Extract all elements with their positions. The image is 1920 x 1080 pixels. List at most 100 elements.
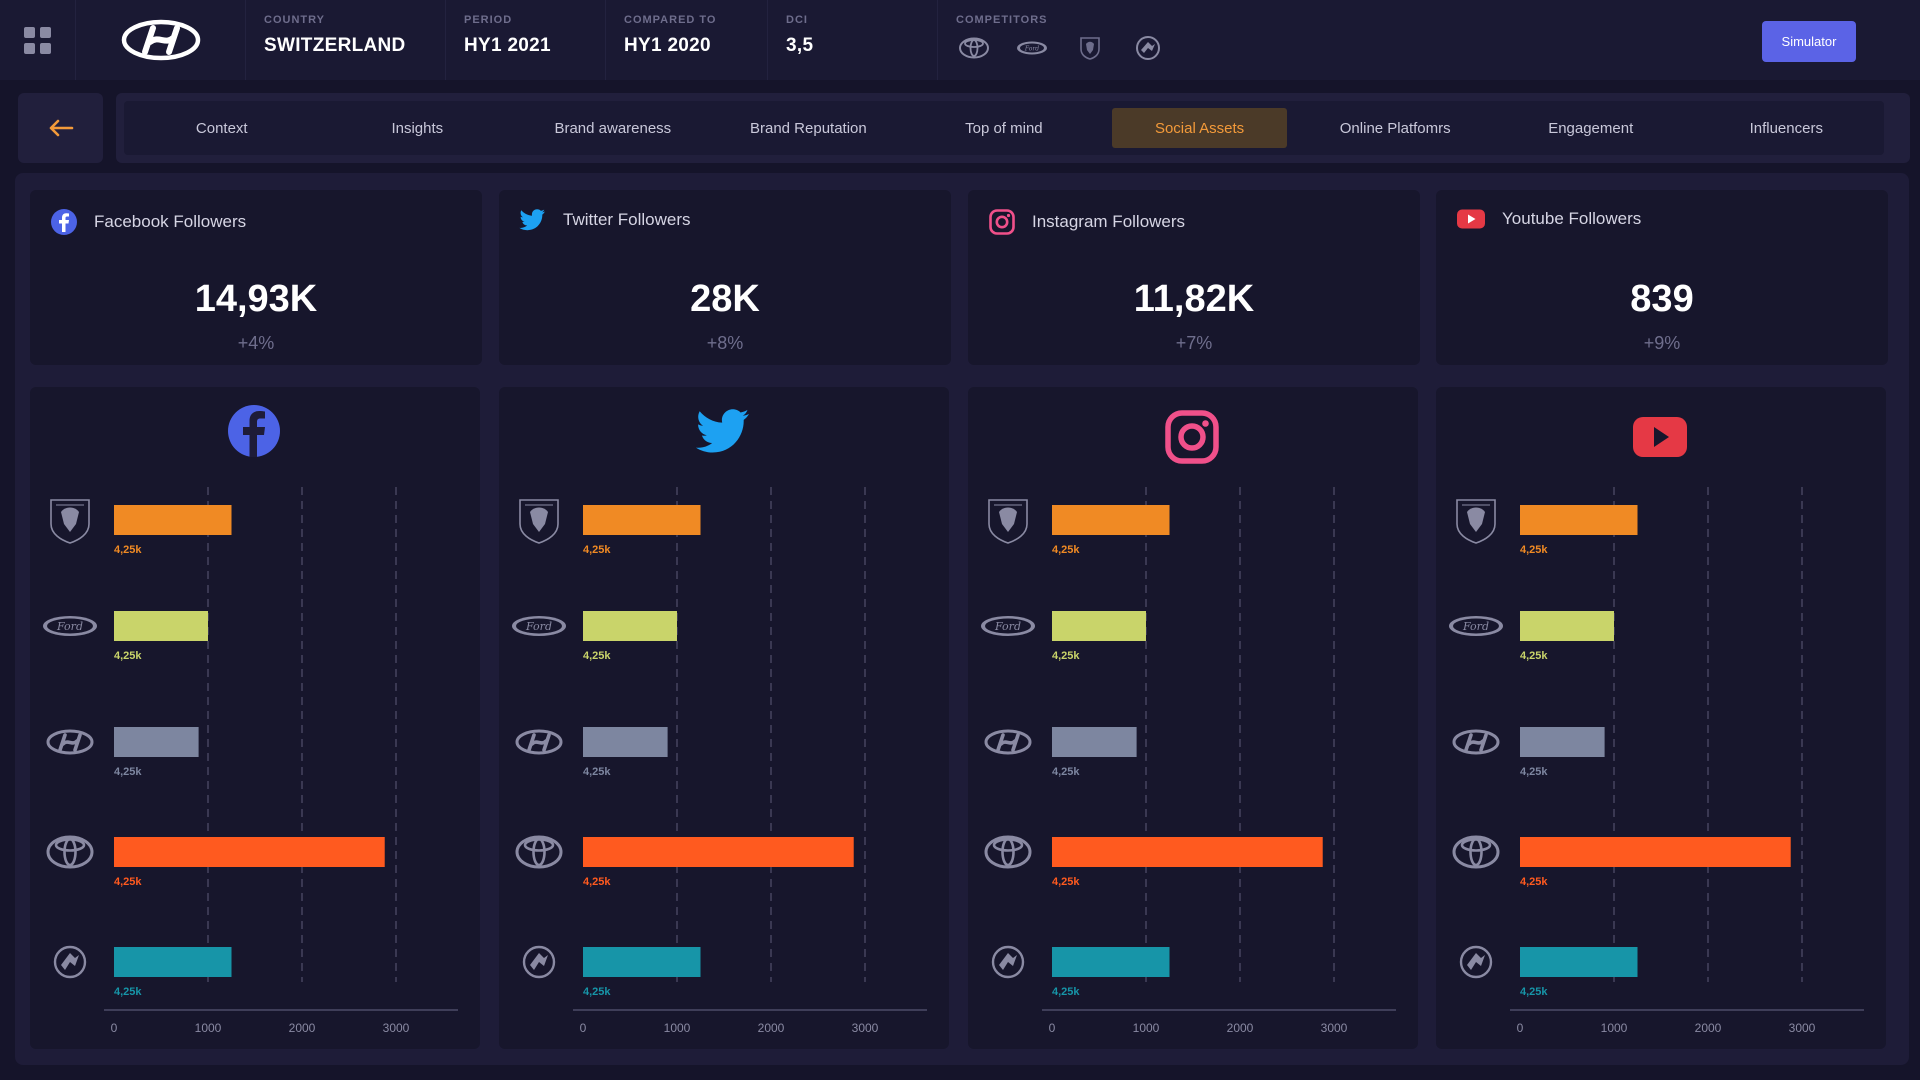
x-tick-label: 1000 bbox=[195, 1021, 222, 1035]
tab-brand-reputation[interactable]: Brand Reputation bbox=[749, 119, 867, 137]
peugeot-logo bbox=[988, 499, 1028, 544]
kpi-title: Instagram Followers bbox=[1032, 212, 1186, 231]
bar-hyundai[interactable] bbox=[1520, 727, 1605, 757]
dci-label: DCI bbox=[786, 14, 808, 26]
bar-data-label: 4,25k bbox=[1052, 766, 1080, 778]
grid-lines bbox=[676, 487, 866, 982]
x-tick-label: 3000 bbox=[1789, 1021, 1816, 1035]
toyota-logo bbox=[1452, 835, 1500, 869]
x-tick-label: 3000 bbox=[1321, 1021, 1348, 1035]
hyundai-logo bbox=[984, 729, 1032, 755]
bar-data-label: 4,25k bbox=[1052, 876, 1080, 888]
kpi-change: +7% bbox=[1175, 333, 1213, 353]
bar-toyota[interactable] bbox=[583, 837, 854, 867]
tab-online-platforms[interactable]: Online Platfomrs bbox=[1339, 119, 1451, 137]
peugeot-logo bbox=[1456, 499, 1496, 544]
bar-skoda[interactable] bbox=[114, 947, 232, 977]
simulator-button[interactable]: Simulator bbox=[1762, 21, 1856, 62]
bar-peugeot[interactable] bbox=[583, 505, 701, 535]
bar-skoda[interactable] bbox=[583, 947, 701, 977]
x-tick-label: 0 bbox=[1049, 1021, 1056, 1035]
country-label: COUNTRY bbox=[264, 14, 325, 26]
bar-hyundai[interactable] bbox=[583, 727, 668, 757]
bar-ford[interactable] bbox=[583, 611, 677, 641]
competitor-skoda-logo[interactable] bbox=[1130, 36, 1166, 60]
instagram-icon bbox=[989, 209, 1015, 235]
bar-data-label: 4,25k bbox=[1520, 876, 1548, 888]
kpi-change: +8% bbox=[706, 333, 744, 353]
bar-chart-facebook: 0 1000 2000 3000 4,25k Ford 4,25k 4,25k 4,25k 4,2… bbox=[43, 487, 458, 1035]
svg-text:Ford: Ford bbox=[1462, 620, 1489, 633]
kpi-card-youtube: Youtube Followers 839 +9% bbox=[1436, 190, 1888, 365]
tab-insights[interactable]: Insights bbox=[391, 119, 444, 137]
arrow-left-icon bbox=[49, 119, 73, 137]
bar-toyota[interactable] bbox=[1520, 837, 1791, 867]
kpi-card-facebook: Facebook Followers 14,93K +4% bbox=[30, 190, 482, 365]
bar-data-label: 4,25k bbox=[114, 544, 142, 556]
bar-peugeot[interactable] bbox=[1052, 505, 1170, 535]
bar-toyota[interactable] bbox=[1052, 837, 1323, 867]
hyundai-logo bbox=[1452, 729, 1500, 755]
country-field[interactable]: COUNTRY SWITZERLAND bbox=[246, 0, 446, 80]
bar-hyundai[interactable] bbox=[114, 727, 199, 757]
tab-top-of-mind[interactable]: Top of mind bbox=[965, 119, 1043, 137]
skoda-logo bbox=[1459, 945, 1493, 979]
x-tick-label: 3000 bbox=[852, 1021, 879, 1035]
competitor-toyota-logo[interactable] bbox=[956, 36, 992, 60]
dci-field: DCI 3,5 bbox=[768, 0, 938, 80]
x-tick-label: 2000 bbox=[289, 1021, 316, 1035]
bar-data-label: 4,25k bbox=[583, 986, 611, 998]
apps-grid-icon[interactable] bbox=[0, 0, 76, 80]
grid-lines bbox=[1613, 487, 1803, 982]
tab-engagement[interactable]: Engagement bbox=[1548, 119, 1634, 137]
bar-skoda[interactable] bbox=[1052, 947, 1170, 977]
back-button[interactable] bbox=[18, 93, 103, 163]
tab-influencers[interactable]: Influencers bbox=[1749, 119, 1823, 137]
bar-hyundai[interactable] bbox=[1052, 727, 1137, 757]
chart-panel-instagram: 0 1000 2000 3000 4,25k Ford 4,25k 4,25k 4,25k 4,2… bbox=[968, 387, 1418, 1049]
ford-logo: Ford bbox=[981, 616, 1035, 636]
tab-social-assets[interactable]: Social Assets bbox=[1111, 108, 1288, 148]
period-label: PERIOD bbox=[464, 14, 513, 26]
bar-skoda[interactable] bbox=[1520, 947, 1638, 977]
top-bar: COUNTRY SWITZERLAND PERIOD HY1 2021 COMP… bbox=[0, 0, 1920, 80]
peugeot-logo bbox=[50, 499, 90, 544]
tabs-container: Context Insights Brand awareness Brand R… bbox=[116, 93, 1910, 163]
x-tick-label: 0 bbox=[111, 1021, 118, 1035]
bar-data-label: 4,25k bbox=[114, 986, 142, 998]
bar-data-label: 4,25k bbox=[1520, 650, 1548, 662]
kpi-value: 839 bbox=[1630, 278, 1694, 320]
kpi-card-instagram: Instagram Followers 11,82K +7% bbox=[968, 190, 1420, 365]
bar-peugeot[interactable] bbox=[114, 505, 232, 535]
toyota-logo bbox=[984, 835, 1032, 869]
x-tick-label: 2000 bbox=[758, 1021, 785, 1035]
kpi-title: Facebook Followers bbox=[94, 212, 247, 231]
bar-peugeot[interactable] bbox=[1520, 505, 1638, 535]
bar-chart-instagram: 0 1000 2000 3000 4,25k Ford 4,25k 4,25k 4,25k 4,2… bbox=[981, 487, 1396, 1035]
x-tick-label: 0 bbox=[580, 1021, 587, 1035]
tab-brand-awareness[interactable]: Brand awareness bbox=[554, 119, 672, 137]
x-tick-label: 1000 bbox=[1133, 1021, 1160, 1035]
bar-chart-twitter: 0 1000 2000 3000 4,25k Ford 4,25k 4,25k 4,25k 4,2… bbox=[512, 487, 927, 1035]
competitor-ford-logo[interactable]: Ford bbox=[1014, 36, 1050, 60]
compared-label: COMPARED TO bbox=[624, 14, 717, 26]
bar-toyota[interactable] bbox=[114, 837, 385, 867]
instagram-icon bbox=[1165, 410, 1219, 464]
bar-data-label: 4,25k bbox=[1520, 986, 1548, 998]
grid-lines bbox=[207, 487, 397, 982]
hyundai-logo bbox=[76, 0, 246, 80]
tab-context[interactable]: Context bbox=[195, 119, 248, 137]
kpi-value: 14,93K bbox=[194, 278, 318, 320]
skoda-logo bbox=[991, 945, 1025, 979]
compared-field[interactable]: COMPARED TO HY1 2020 bbox=[606, 0, 768, 80]
competitor-peugeot-logo[interactable] bbox=[1072, 36, 1108, 60]
bar-ford[interactable] bbox=[1052, 611, 1146, 641]
x-tick-label: 3000 bbox=[383, 1021, 410, 1035]
kpi-value: 11,82K bbox=[1133, 278, 1255, 320]
svg-text:Ford: Ford bbox=[56, 620, 83, 633]
bar-chart-youtube: 0 1000 2000 3000 4,25k Ford 4,25k 4,25k 4,25k 4,2… bbox=[1449, 487, 1864, 1035]
period-field[interactable]: PERIOD HY1 2021 bbox=[446, 0, 606, 80]
bar-ford[interactable] bbox=[1520, 611, 1614, 641]
bar-ford[interactable] bbox=[114, 611, 208, 641]
x-tick-label: 2000 bbox=[1695, 1021, 1722, 1035]
